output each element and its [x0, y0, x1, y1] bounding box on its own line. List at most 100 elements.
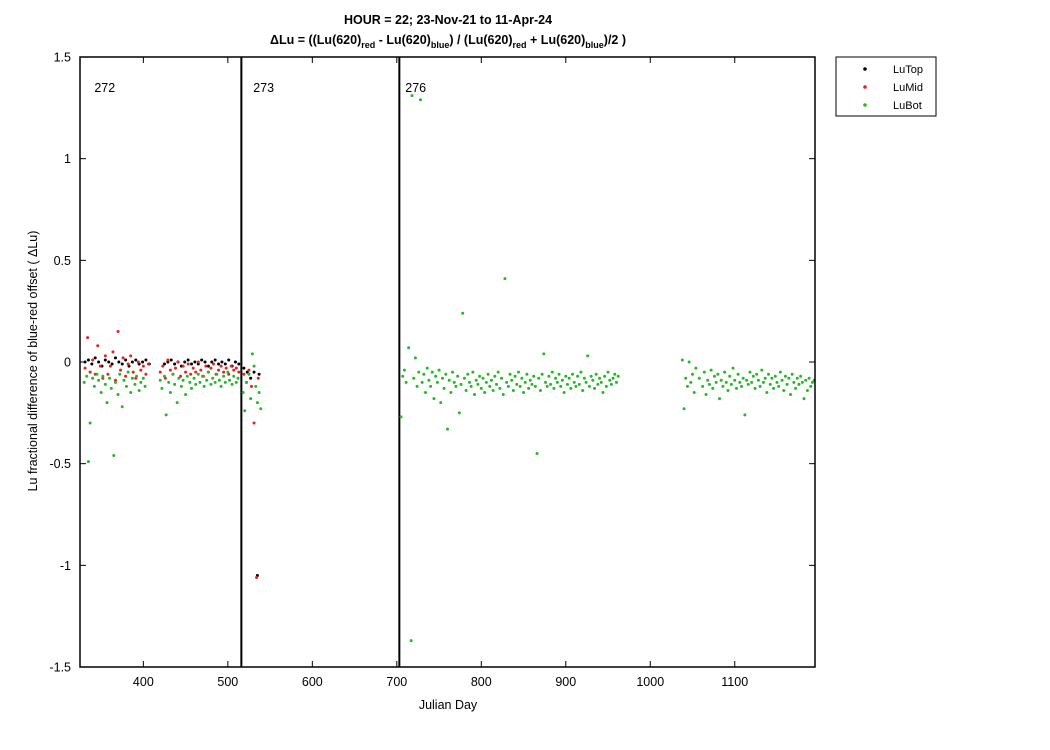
series-lumid [83, 330, 260, 580]
data-point [219, 384, 223, 388]
data-point [520, 376, 524, 380]
data-point [728, 374, 732, 378]
data-point [451, 370, 455, 374]
data-point [109, 386, 113, 390]
data-point [603, 374, 607, 378]
data-point [99, 391, 103, 394]
data-point [90, 362, 94, 366]
data-point [467, 380, 471, 384]
data-point [230, 382, 234, 386]
data-point [738, 380, 742, 384]
data-point [167, 380, 171, 384]
data-point [795, 376, 799, 380]
data-point [810, 380, 814, 384]
data-point [196, 372, 200, 376]
data-point [758, 384, 762, 388]
data-point [731, 366, 735, 370]
y-tick-label: -1.5 [49, 661, 71, 675]
data-point [802, 397, 806, 401]
data-point [792, 380, 796, 384]
data-point [709, 368, 713, 372]
data-point [108, 376, 112, 380]
data-point [146, 362, 150, 366]
data-point [422, 372, 426, 376]
data-point [719, 378, 723, 382]
x-axis-label: Julian Day [419, 698, 478, 712]
data-point [446, 427, 449, 431]
data-point [233, 360, 237, 364]
data-point [205, 378, 209, 382]
data-point [141, 360, 145, 364]
data-point [772, 386, 776, 390]
data-point [596, 382, 600, 386]
data-point [184, 393, 188, 397]
data-point [427, 378, 431, 382]
data-point [219, 364, 223, 368]
data-point [137, 388, 141, 392]
data-point [203, 360, 207, 364]
data-point [533, 384, 537, 388]
data-point [804, 378, 808, 382]
data-point [86, 460, 90, 464]
data-point [729, 382, 733, 386]
data-point [93, 356, 97, 360]
data-point [587, 384, 591, 388]
legend-marker-lubot [863, 103, 867, 107]
data-point [562, 391, 566, 394]
plot-area-frame [79, 56, 816, 668]
data-point [417, 370, 421, 374]
data-point [224, 366, 228, 370]
data-point [215, 372, 219, 376]
data-point [95, 372, 99, 376]
data-point [734, 386, 738, 390]
data-point [437, 368, 441, 372]
data-point [454, 384, 458, 388]
data-point [101, 374, 105, 378]
data-point [234, 380, 238, 384]
data-point [743, 413, 747, 417]
data-point [518, 384, 522, 388]
data-point [143, 384, 147, 388]
y-tick-label: 1.5 [54, 51, 71, 65]
series-lutop [83, 356, 261, 577]
data-point [247, 372, 251, 376]
data-point [591, 378, 595, 382]
data-point [259, 407, 263, 411]
data-point [608, 378, 612, 382]
data-point [505, 380, 509, 384]
data-point [542, 352, 546, 356]
data-point [420, 380, 424, 384]
data-point [579, 370, 583, 374]
data-point [577, 382, 581, 386]
data-point [186, 358, 190, 362]
data-point [506, 384, 510, 388]
y-tick-label: 0.5 [54, 254, 71, 268]
data-point [508, 372, 512, 376]
legend-marker-lumid [863, 85, 867, 89]
data-point [726, 388, 730, 392]
data-point [753, 386, 757, 390]
x-tick-label: 900 [555, 675, 576, 689]
data-point [191, 366, 195, 370]
data-point [401, 374, 405, 378]
data-point [206, 364, 210, 368]
data-point [476, 382, 480, 386]
data-point [106, 372, 110, 376]
data-point [122, 378, 126, 382]
data-point [522, 391, 526, 394]
data-point [186, 362, 190, 366]
data-point [694, 366, 698, 370]
data-point [111, 350, 115, 354]
data-point [501, 393, 505, 397]
data-point [117, 360, 121, 364]
data-point [141, 376, 145, 380]
data-point [415, 384, 419, 388]
data-point [112, 454, 116, 458]
data-point [252, 421, 256, 425]
data-point [103, 358, 107, 362]
data-point [124, 358, 128, 362]
data-point [790, 372, 794, 376]
data-point [532, 374, 536, 378]
data-point [223, 362, 227, 366]
